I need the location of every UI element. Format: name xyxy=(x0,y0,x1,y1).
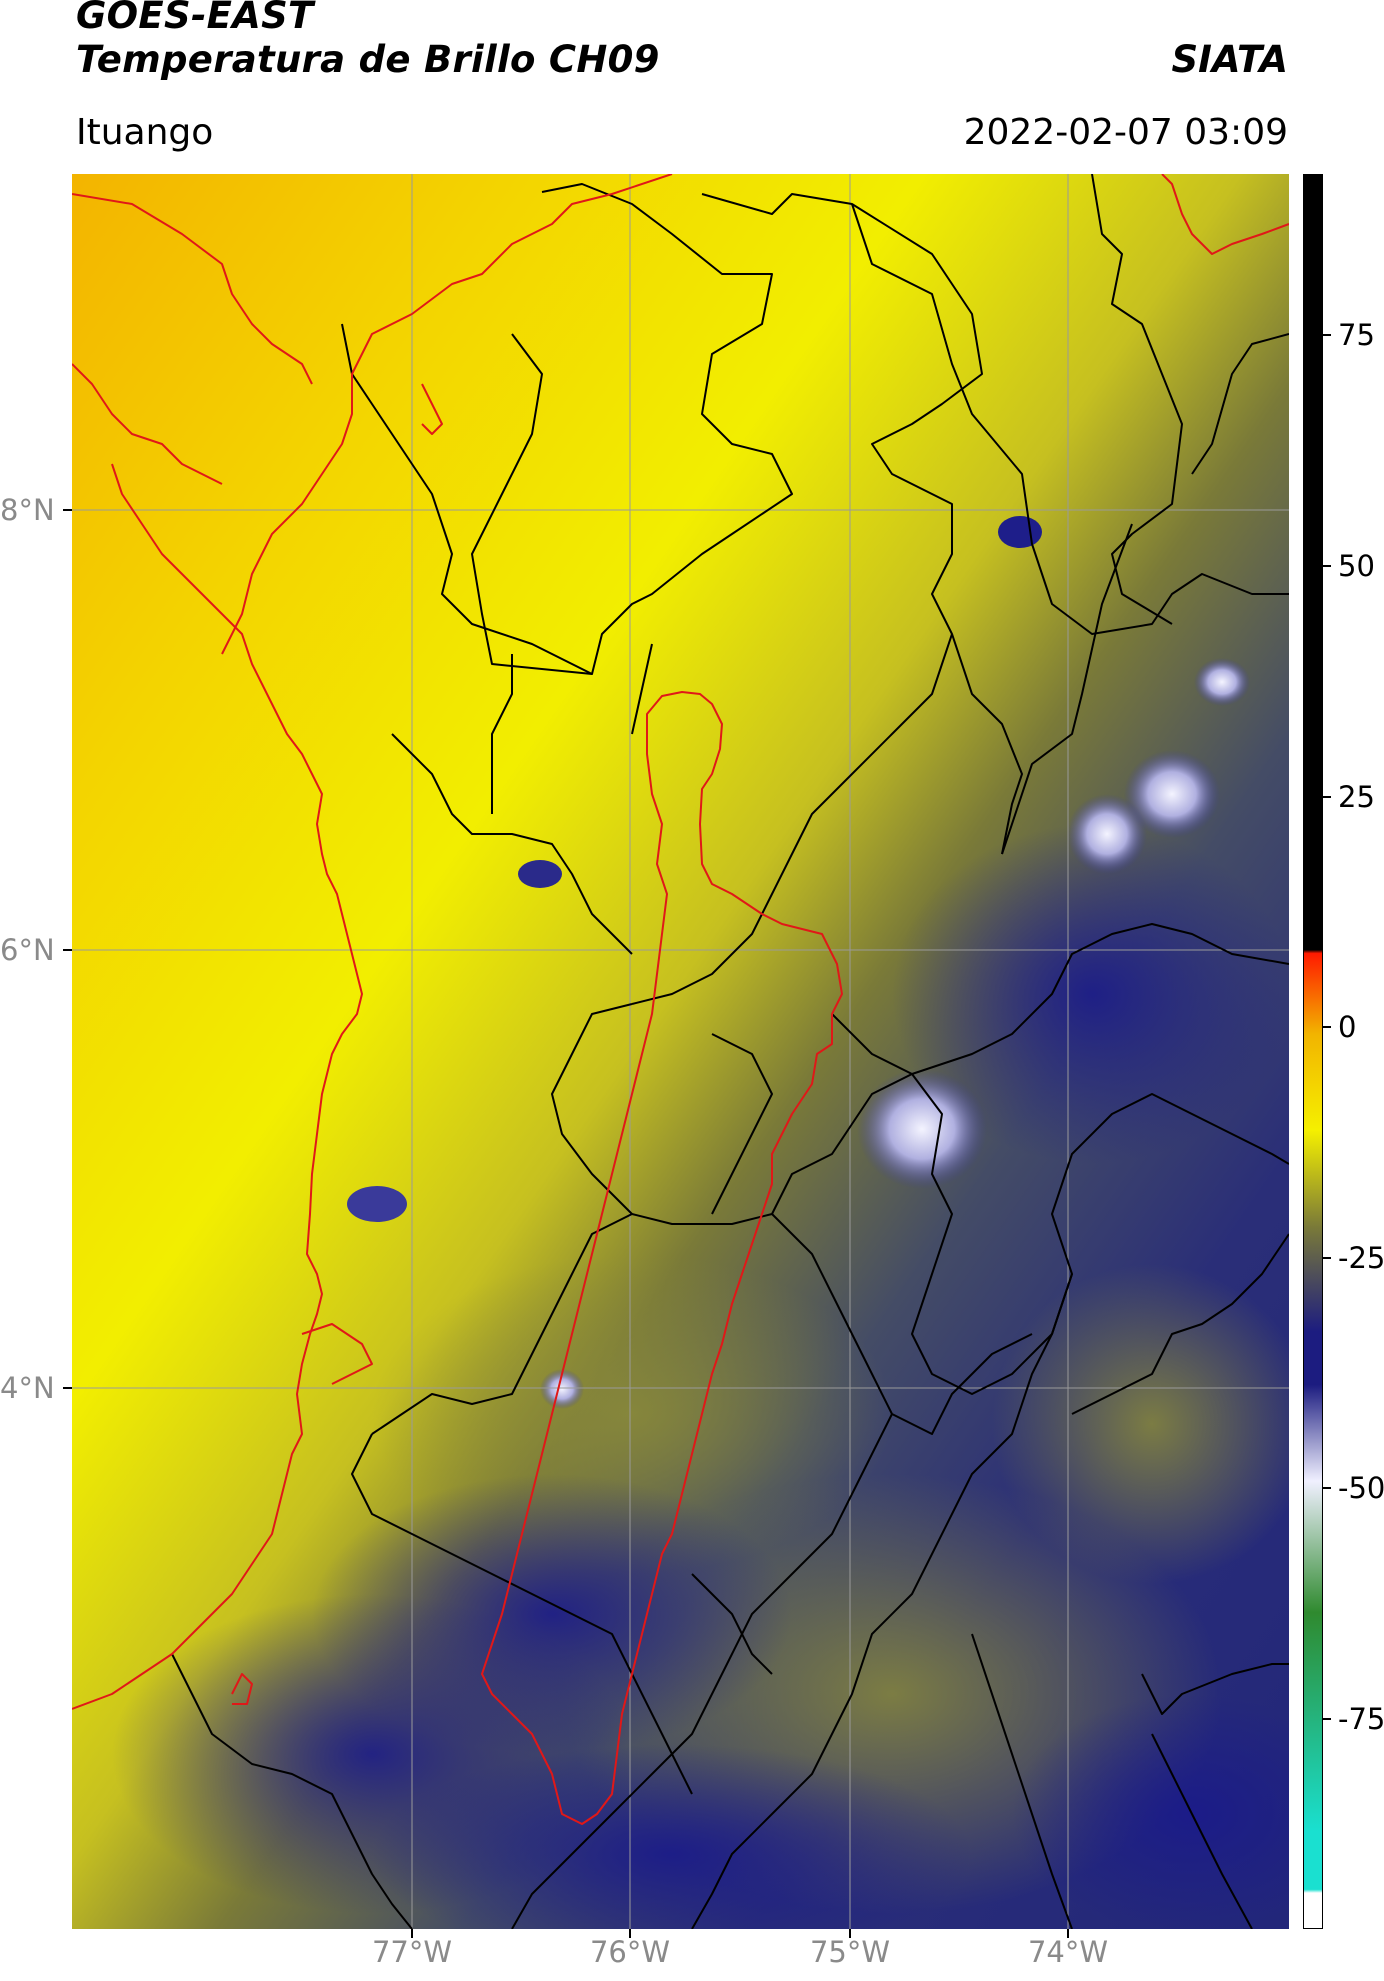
datetime-label: 2022-02-07 03:09 xyxy=(963,112,1288,153)
title-product: Temperatura de Brillo CH09 xyxy=(76,38,660,81)
colorbar-label-0: 0 xyxy=(1338,1010,1357,1044)
lat-tick xyxy=(63,949,72,951)
colorbar-label-minus50: -50 xyxy=(1338,1471,1384,1505)
organization-label: SIATA xyxy=(1171,38,1288,81)
cold-cloud-top xyxy=(1124,750,1220,838)
colorbar-label-minus25: -25 xyxy=(1338,1241,1384,1275)
coastline xyxy=(72,174,1289,1710)
cold-cloud-top xyxy=(857,1069,987,1189)
lon-label-74w: 74°W xyxy=(1027,1935,1109,1969)
cold-cloud-region xyxy=(372,1744,972,1929)
colorbar-tick xyxy=(1323,1487,1331,1489)
cold-cloud-region xyxy=(892,824,1289,1164)
colorbar-tick xyxy=(1323,1718,1331,1720)
cold-cloud-top xyxy=(1194,658,1250,706)
lon-tick xyxy=(411,1929,413,1938)
ituango-basin-outline xyxy=(481,691,843,1825)
temperature-colorbar xyxy=(1303,174,1323,1929)
lon-label-76w: 76°W xyxy=(589,1935,671,1969)
cold-cloud-cell xyxy=(998,516,1042,548)
lat-label-6n: 6°N xyxy=(0,933,55,967)
colorbar-tick xyxy=(1323,1026,1331,1028)
map-gridlines xyxy=(72,174,1289,1929)
cold-cloud-top xyxy=(1067,794,1147,874)
title-satellite: GOES-EAST xyxy=(76,0,314,37)
cold-cloud-cell xyxy=(518,860,562,888)
lon-label-75w: 75°W xyxy=(809,1935,891,1969)
colorbar-tick xyxy=(1323,796,1331,798)
brightness-temperature-map xyxy=(72,174,1289,1929)
olive-region xyxy=(992,1264,1289,1584)
lon-tick xyxy=(629,1929,631,1938)
cold-cloud-top xyxy=(540,1369,584,1409)
colorbar-label-75: 75 xyxy=(1338,318,1375,352)
colorbar-tick xyxy=(1323,1257,1331,1259)
lon-tick xyxy=(1067,1929,1069,1938)
colorbar-tick xyxy=(1323,334,1331,336)
lon-label-77w: 77°W xyxy=(371,1935,453,1969)
colorbar-label-50: 50 xyxy=(1338,549,1375,583)
admin-boundaries xyxy=(171,174,1289,1929)
lat-label-4n: 4°N xyxy=(0,1371,55,1405)
lon-tick xyxy=(849,1929,851,1938)
colorbar-label-minus75: -75 xyxy=(1338,1702,1384,1736)
lat-label-8n: 8°N xyxy=(0,493,55,527)
cold-cloud-cell xyxy=(347,1186,407,1222)
lat-tick xyxy=(63,1387,72,1389)
colorbar-label-25: 25 xyxy=(1338,780,1375,814)
colorbar-tick xyxy=(1323,565,1331,567)
lat-tick xyxy=(63,509,72,511)
location-label: Ituango xyxy=(76,112,214,153)
